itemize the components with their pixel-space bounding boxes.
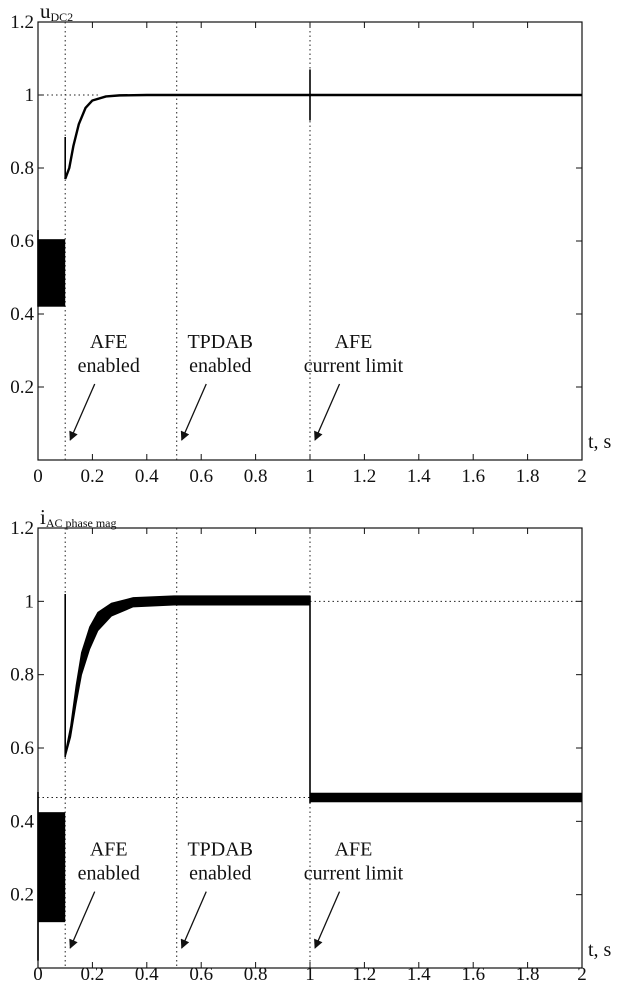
- x-tick-label: 1.2: [353, 466, 377, 487]
- annotation-label: current limit: [304, 355, 404, 377]
- annotation-label: AFE: [90, 331, 128, 353]
- x-tick-label: 1.8: [516, 466, 540, 487]
- y-axis-label-main: u: [40, 0, 51, 23]
- x-tick-label: 0.8: [244, 466, 268, 487]
- chart-panel-1: 0 0.2 0.4 0.6 0.8 1 1.2 1.4 1.6 1.8 2 0.2 0.4 0.6 0.8 1…: [10, 0, 611, 487]
- annotation-label: AFE: [90, 839, 128, 861]
- series-envelope: [65, 596, 310, 757]
- x-tick-label: 0.2: [81, 964, 105, 985]
- x-tick-label: 0.6: [189, 466, 213, 487]
- annotation-arrow: [315, 892, 340, 948]
- annotation-label: AFE: [335, 839, 373, 861]
- annotation-label: AFE: [335, 331, 373, 353]
- chart-panel-2: 0 0.2 0.4 0.6 0.8 1 1.2 1.4 1.6 1.8 2 0.2 0.4 0.6 0.8 1…: [10, 505, 611, 985]
- x-tick-label: 0: [33, 964, 43, 985]
- x-tick-label: 0.6: [189, 964, 213, 985]
- y-tick-label: 0.4: [10, 811, 34, 832]
- x-axis-label: t, s: [588, 431, 612, 453]
- annotation-label: enabled: [78, 355, 140, 377]
- oscillation-band: [38, 239, 65, 307]
- annotation-label: current limit: [304, 863, 404, 885]
- x-tick-label: 1.4: [407, 466, 431, 487]
- y-tick-label: 1.2: [10, 518, 34, 539]
- x-tick-label: 1.4: [407, 964, 431, 985]
- annotation-label: enabled: [78, 863, 140, 885]
- y-tick-label: 1.2: [10, 12, 34, 33]
- annotation-arrow: [182, 384, 207, 440]
- x-tick-label: 1.8: [516, 964, 540, 985]
- x-tick-label: 0.8: [244, 964, 268, 985]
- y-tick-label: 0.2: [10, 377, 34, 398]
- y-tick-label: 1: [25, 591, 35, 612]
- annotation-label: TPDAB: [187, 331, 253, 353]
- annotation-label: enabled: [189, 863, 251, 885]
- steady-ripple-band: [310, 793, 582, 803]
- y-tick-label: 0.6: [10, 738, 34, 759]
- x-tick-label: 2: [577, 466, 587, 487]
- annotation-arrow: [315, 384, 340, 440]
- x-tick-label: 1: [305, 964, 315, 985]
- y-axis-label-subscript: DC2: [51, 10, 74, 24]
- annotation-arrow: [70, 384, 95, 440]
- y-axis-label: uDC2: [40, 0, 73, 24]
- y-tick-label: 0.8: [10, 158, 34, 179]
- annotation-arrow: [70, 892, 95, 948]
- y-axis-label-subscript: AC phase mag: [46, 516, 117, 530]
- annotation-label: enabled: [189, 355, 251, 377]
- oscillation-band: [38, 812, 65, 922]
- x-tick-label: 1.6: [461, 466, 485, 487]
- x-tick-label: 1: [305, 466, 315, 487]
- y-axis-label: iAC phase mag: [40, 505, 117, 530]
- annotation-arrow: [182, 892, 207, 948]
- y-tick-label: 0.6: [10, 231, 34, 252]
- x-tick-label: 0.2: [81, 466, 105, 487]
- x-tick-label: 1.2: [353, 964, 377, 985]
- series-line: [65, 95, 582, 179]
- y-tick-label: 0.8: [10, 665, 34, 686]
- x-tick-label: 0.4: [135, 466, 159, 487]
- x-tick-label: 0: [33, 466, 43, 487]
- y-tick-label: 0.4: [10, 304, 34, 325]
- y-tick-label: 1: [25, 85, 35, 106]
- y-tick-label: 0.2: [10, 885, 34, 906]
- x-tick-label: 1.6: [461, 964, 485, 985]
- x-axis-label: t, s: [588, 939, 612, 961]
- x-tick-label: 0.4: [135, 964, 159, 985]
- annotation-label: TPDAB: [187, 839, 253, 861]
- x-tick-label: 2: [577, 964, 587, 985]
